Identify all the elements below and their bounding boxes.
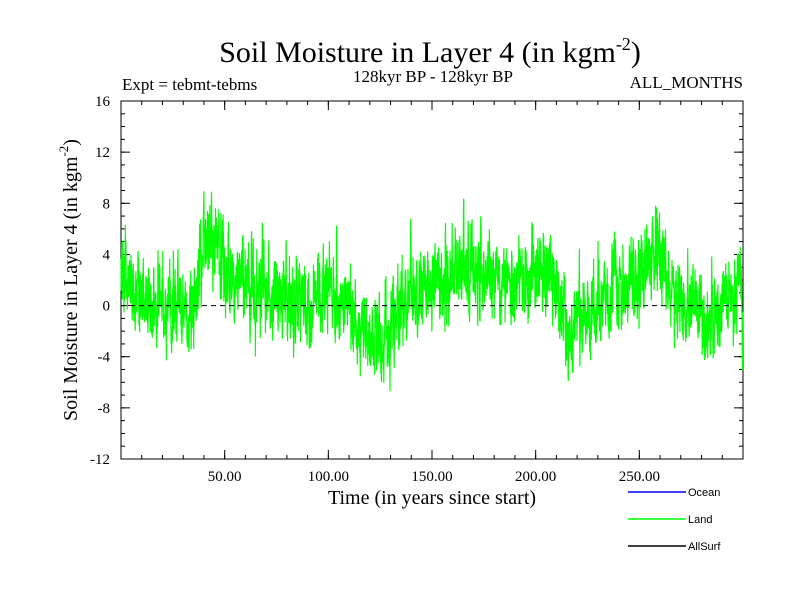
y-tick-label: 12 [95, 145, 110, 161]
experiment-label: Expt = tebmt-tebms [122, 75, 257, 94]
series-line-land [120, 191, 744, 392]
x-tick-label: 250.00 [619, 469, 660, 485]
minor-ticks [120, 100, 744, 460]
chart-title: Soil Moisture in Layer 4 (in kgm-2) [219, 34, 641, 69]
legend-label-ocean: Ocean [688, 487, 720, 499]
chart-title-superscript: -2 [616, 34, 631, 54]
y-tick-label: 8 [103, 196, 111, 212]
x-tick-label: 50.00 [208, 469, 242, 485]
period-label: 128kyr BP - 128kyr BP [353, 67, 513, 86]
x-tick-label: 100.00 [308, 469, 349, 485]
months-label: ALL_MONTHS [630, 73, 743, 92]
x-tick-label: 200.00 [515, 469, 556, 485]
x-tick-label: 150.00 [411, 469, 452, 485]
legend-label-land: Land [688, 514, 712, 526]
legend-label-allsurf: AllSurf [688, 541, 721, 553]
y-tick-label: -4 [98, 350, 111, 366]
chart-title-end: ) [631, 36, 641, 69]
series-layer [120, 191, 744, 392]
legend: Ocean Land AllSurf [628, 487, 721, 553]
y-tick-label: 0 [103, 299, 111, 315]
y-axis-label-end: ) [60, 139, 82, 146]
y-axis-label-superscript: -2 [56, 146, 71, 157]
y-axis: -12 -8 -4 0 4 8 12 16 [90, 94, 743, 468]
x-axis-label: Time (in years since start) [328, 487, 536, 509]
y-tick-label: 4 [103, 247, 111, 263]
y-tick-label: -8 [98, 401, 111, 417]
y-tick-label: -12 [90, 452, 110, 468]
x-axis: 50.00 100.00 150.00 200.00 250.00 [208, 101, 660, 485]
chart-title-main: Soil Moisture in Layer 4 (in kgm [219, 36, 616, 69]
y-tick-label: 16 [95, 94, 111, 110]
y-axis-label: Soil Moisture in Layer 4 (in kgm-2) [56, 139, 82, 421]
y-axis-label-main: Soil Moisture in Layer 4 (in kgm [60, 156, 82, 421]
